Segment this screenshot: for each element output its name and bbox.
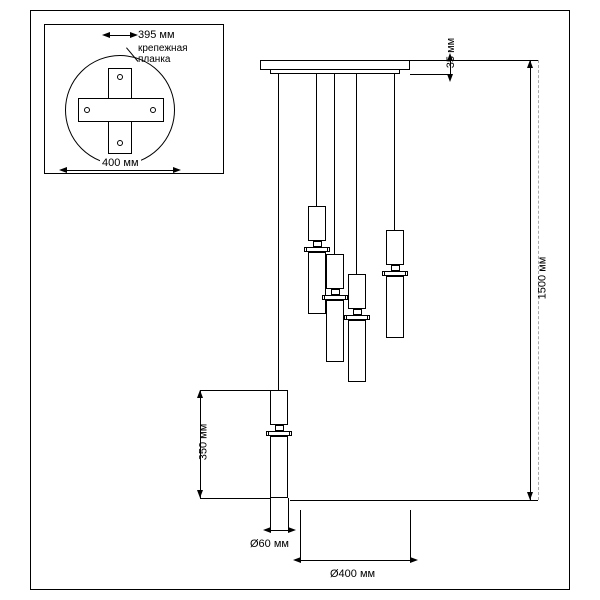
dim-canopy-diameter: Ø400 мм <box>330 568 375 580</box>
arrow-icon <box>527 492 533 500</box>
dim-pendant-height: 350 мм <box>197 424 209 461</box>
pendant-light <box>348 274 366 382</box>
inset-circle <box>65 55 175 165</box>
pendant-cord <box>316 74 317 206</box>
dim-overall-line <box>530 60 531 500</box>
inset-box: 395 мм крепежнаяпланка 400 мм <box>44 24 224 174</box>
arrow-icon <box>527 60 533 68</box>
canopy-plate <box>260 60 410 70</box>
arrow-icon <box>102 32 110 38</box>
screw-hole <box>84 107 90 113</box>
pendant-light <box>326 254 344 362</box>
inset-bottom-dim-line <box>65 170 175 171</box>
pendant-light <box>386 230 404 338</box>
pendant-cord <box>278 74 279 390</box>
screw-hole <box>117 74 123 80</box>
arrow-icon <box>197 390 203 398</box>
dim-canopy-height: 35 мм <box>445 38 457 68</box>
dim-overall-height: 1500 мм <box>536 257 548 300</box>
pendant-cord <box>356 74 357 274</box>
dim-canopy-dia-line <box>300 560 410 561</box>
inset-width-dim: 400 мм <box>100 157 141 169</box>
canopy-rim <box>270 70 400 74</box>
arrow-icon <box>130 32 138 38</box>
arrow-icon <box>59 167 67 173</box>
arrow-icon <box>410 557 418 563</box>
pendant-cord <box>394 74 395 230</box>
arrow-icon <box>447 74 453 82</box>
arrow-icon <box>173 167 181 173</box>
inset-top-dim: 395 мм <box>138 29 175 41</box>
dim-pendant-dia-line <box>270 530 288 531</box>
pendant-light <box>270 390 288 498</box>
screw-hole <box>117 140 123 146</box>
screw-hole <box>150 107 156 113</box>
dim-pendant-diameter: Ø60 мм <box>250 538 289 550</box>
arrow-icon <box>288 527 296 533</box>
inset-top-dim-line <box>108 35 132 36</box>
cross-center <box>109 99 131 121</box>
pendant-cord <box>334 74 335 254</box>
arrow-icon <box>197 490 203 498</box>
